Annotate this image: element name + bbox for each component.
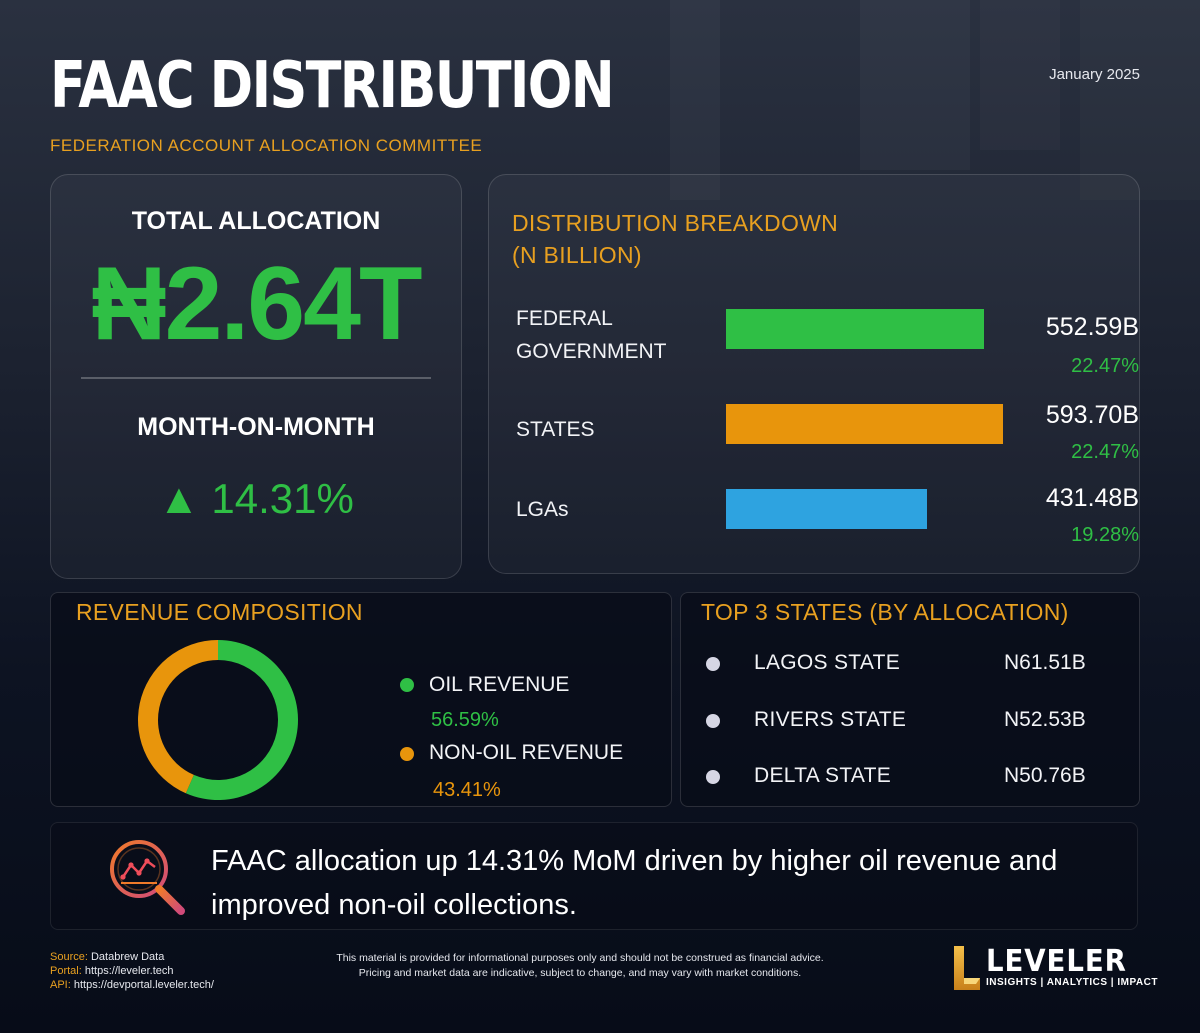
top-states-title: TOP 3 STATES (BY ALLOCATION) [701, 599, 1069, 625]
api-label: API: [50, 979, 71, 991]
background-decoration [600, 0, 1200, 200]
page-title: FAAC DISTRIBUTION [50, 49, 615, 123]
total-allocation-value: ₦2.64T [91, 246, 422, 362]
state-name-delta: DELTA STATE [754, 764, 892, 787]
bar-value-states: 593.70B [1045, 401, 1139, 429]
state-bullet [706, 770, 720, 784]
top-states-panel: TOP 3 STATES (BY ALLOCATION) LAGOS STATE… [680, 592, 1140, 807]
panel-divider [81, 377, 431, 379]
leveler-logo-icon [954, 946, 980, 990]
state-name-lagos: LAGOS STATE [754, 651, 901, 674]
leveler-logo-wordmark: LEVELER [986, 944, 1127, 979]
bar-percent-states: 22.47% [1071, 441, 1139, 463]
state-value-lagos: N61.51B [1004, 651, 1086, 674]
legend-dot-oil-revenue [400, 678, 414, 692]
breakdown-title-line-1: DISTRIBUTION BREAKDOWN [512, 210, 839, 236]
bar-federal-government [726, 309, 984, 349]
state-value-rivers: N52.53B [1004, 708, 1086, 731]
breakdown-title: DISTRIBUTION BREAKDOWN (N BILLION) [512, 207, 838, 271]
page-subtitle: FEDERATION ACCOUNT ALLOCATION COMMITTEE [50, 136, 483, 155]
donut-slice-oil-revenue [185, 640, 298, 800]
api-link[interactable]: https://devportal.leveler.tech/ [73, 979, 214, 991]
mom-value: ▲ 14.31% [158, 475, 354, 522]
report-date: January 2025 [1049, 66, 1140, 83]
leveler-logo-tagline: INSIGHTS | ANALYTICS | IMPACT [986, 977, 1158, 988]
source-value: Databrew Data [90, 951, 165, 963]
revenue-composition-title: REVENUE COMPOSITION [76, 599, 363, 625]
magnifier-chart-icon [110, 840, 185, 915]
legend-label-oil-revenue: OIL REVENUE [429, 673, 570, 696]
insight-note-text: FAAC allocation up 14.31% MoM driven by … [211, 845, 1058, 921]
state-bullet [706, 657, 720, 671]
portal-label: Portal: [50, 965, 82, 977]
bar-states [726, 404, 1004, 444]
insight-note-panel: FAAC allocation up 14.31% MoM driven by … [50, 822, 1138, 930]
bar-percent-federal-government: 22.47% [1071, 355, 1139, 377]
revenue-donut-chart [138, 640, 298, 800]
bar-value-federal-government: 552.59B [1045, 313, 1139, 341]
legend-dot-non-oil-revenue [400, 747, 414, 761]
source-label: Source: [50, 951, 88, 963]
legend-label-non-oil-revenue: NON-OIL REVENUE [429, 741, 624, 764]
bar-label-line: FEDERAL [516, 307, 613, 330]
bar-label-lgas: LGAs [516, 498, 569, 521]
revenue-composition-panel: REVENUE COMPOSITION OIL REVENUE 56.59% N… [50, 592, 672, 807]
disclaimer: This material is provided for informatio… [300, 951, 860, 981]
bar-label-line: GOVERNMENT [516, 340, 667, 363]
state-value-delta: N50.76B [1004, 764, 1086, 787]
legend-percent-non-oil-revenue: 43.41% [433, 779, 501, 801]
total-allocation-label: TOTAL ALLOCATION [131, 207, 381, 235]
bar-value-lgas: 431.48B [1045, 484, 1139, 512]
bar-label-states: STATES [516, 418, 595, 441]
bar-percent-lgas: 19.28% [1071, 524, 1139, 546]
legend-percent-oil-revenue: 56.59% [431, 709, 499, 731]
total-allocation-panel: TOTAL ALLOCATION ₦2.64T MONTH-ON-MONTH ▲… [50, 174, 462, 579]
state-name-rivers: RIVERS STATE [754, 708, 907, 731]
bar-lgas [726, 489, 928, 529]
distribution-breakdown-panel: DISTRIBUTION BREAKDOWN (N BILLION) FEDER… [488, 174, 1140, 574]
mom-label: MONTH-ON-MONTH [137, 413, 375, 441]
breakdown-title-line-2: (N BILLION) [512, 242, 642, 268]
portal-link[interactable]: https://leveler.tech [84, 965, 174, 977]
state-bullet [706, 714, 720, 728]
bar-label-federal-government: FEDERAL GOVERNMENT [516, 302, 667, 368]
disclaimer-line-2: Pricing and market data are indicative, … [358, 967, 802, 979]
footer-sources: Source: Databrew Data Portal: https://le… [50, 950, 214, 992]
disclaimer-line-1: This material is provided for informatio… [336, 952, 824, 964]
donut-slice-non-oil-revenue [138, 640, 218, 794]
